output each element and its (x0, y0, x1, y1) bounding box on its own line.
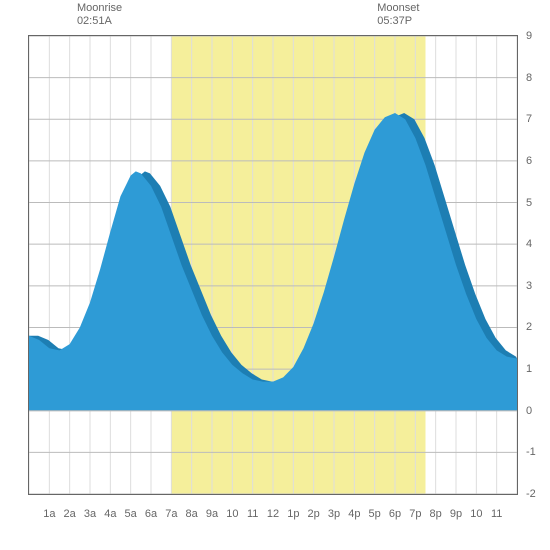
x-tick-label: 3p (328, 508, 340, 520)
x-tick-label: 8a (186, 508, 198, 520)
y-tick-label: -1 (526, 446, 544, 458)
x-tick-label: 6p (389, 508, 401, 520)
moonset-label: Moonset 05:37P (377, 2, 419, 28)
y-tick-label: 7 (526, 113, 544, 125)
x-tick-label: 3a (84, 508, 96, 520)
x-tick-label: 1p (287, 508, 299, 520)
moonrise-time: 02:51A (77, 15, 122, 28)
y-tick-label: 3 (526, 280, 544, 292)
y-tick-label: 8 (526, 72, 544, 84)
moonset-time: 05:37P (377, 15, 419, 28)
x-tick-label: 9a (206, 508, 218, 520)
plot-area (28, 35, 518, 495)
tide-chart: Moonrise 02:51A Moonset 05:37P -2-101234… (0, 0, 550, 550)
x-tick-label: 11 (491, 508, 502, 520)
y-tick-label: 1 (526, 363, 544, 375)
y-tick-label: 9 (526, 30, 544, 42)
x-tick-label: 10 (226, 508, 238, 520)
y-tick-label: 4 (526, 238, 544, 250)
x-tick-label: 2a (64, 508, 76, 520)
x-tick-label: 9p (450, 508, 462, 520)
moonset-title: Moonset (377, 2, 419, 14)
x-tick-label: 7p (409, 508, 421, 520)
y-tick-label: 6 (526, 155, 544, 167)
y-tick-label: -2 (526, 488, 544, 500)
x-tick-label: 11 (247, 508, 258, 520)
x-tick-label: 2p (308, 508, 320, 520)
top-annotations: Moonrise 02:51A Moonset 05:37P (0, 2, 550, 32)
moonrise-label: Moonrise 02:51A (77, 2, 122, 28)
x-tick-label: 5a (125, 508, 137, 520)
x-tick-label: 12 (267, 508, 279, 520)
x-tick-label: 7a (165, 508, 177, 520)
x-tick-label: 5p (369, 508, 381, 520)
x-tick-label: 6a (145, 508, 157, 520)
x-tick-label: 1a (43, 508, 55, 520)
x-tick-label: 8p (430, 508, 442, 520)
x-tick-label: 4p (348, 508, 360, 520)
plot-svg (29, 36, 517, 494)
moonrise-title: Moonrise (77, 2, 122, 14)
x-tick-label: 4a (104, 508, 116, 520)
x-tick-label: 10 (470, 508, 482, 520)
y-tick-label: 0 (526, 405, 544, 417)
y-tick-label: 5 (526, 197, 544, 209)
y-tick-label: 2 (526, 321, 544, 333)
